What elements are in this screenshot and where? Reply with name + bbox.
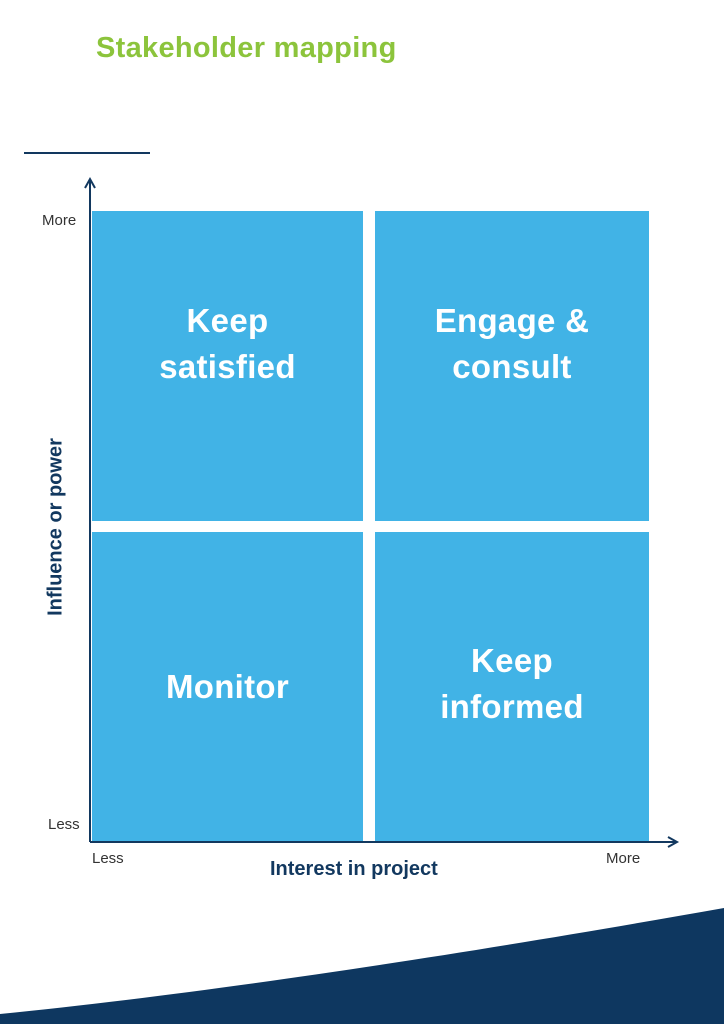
y-axis-low-label: Less (48, 816, 80, 833)
quadrant-keep-satisfied-line1: Keep (186, 302, 269, 339)
quadrant-keep-informed-line1: Keep (471, 641, 553, 679)
quadrant-keep-satisfied-line2: satisfied (159, 348, 296, 385)
x-axis-high-label: More (606, 850, 641, 867)
quadrant-engage-consult-line2: consult (452, 348, 572, 385)
title-underline (24, 152, 150, 154)
quadrant-monitor-line1: Monitor (165, 667, 290, 705)
y-axis-high-label: More (42, 212, 77, 229)
quadrant-engage-consult: Engage & consult (375, 211, 649, 521)
quadrant-monitor: Monitor (92, 532, 363, 841)
quadrant-engage-consult-line1: Engage & (434, 302, 590, 339)
footer-wave (0, 908, 724, 1024)
x-axis-low-label: Less (92, 850, 124, 867)
quadrant-keep-informed-line2: informed (440, 687, 584, 725)
y-axis-title: Influence or power (44, 438, 67, 616)
quadrant-keep-satisfied: Keep satisfied (92, 211, 363, 521)
x-axis-title: Interest in project (270, 858, 438, 880)
quadrant-keep-informed: Keep informed (375, 532, 649, 841)
x-axis-arrow-icon (667, 836, 680, 848)
y-axis-arrow-icon (84, 176, 96, 189)
page-title: Stakeholder mapping (96, 32, 397, 64)
footer-wave-shape (0, 908, 724, 1024)
